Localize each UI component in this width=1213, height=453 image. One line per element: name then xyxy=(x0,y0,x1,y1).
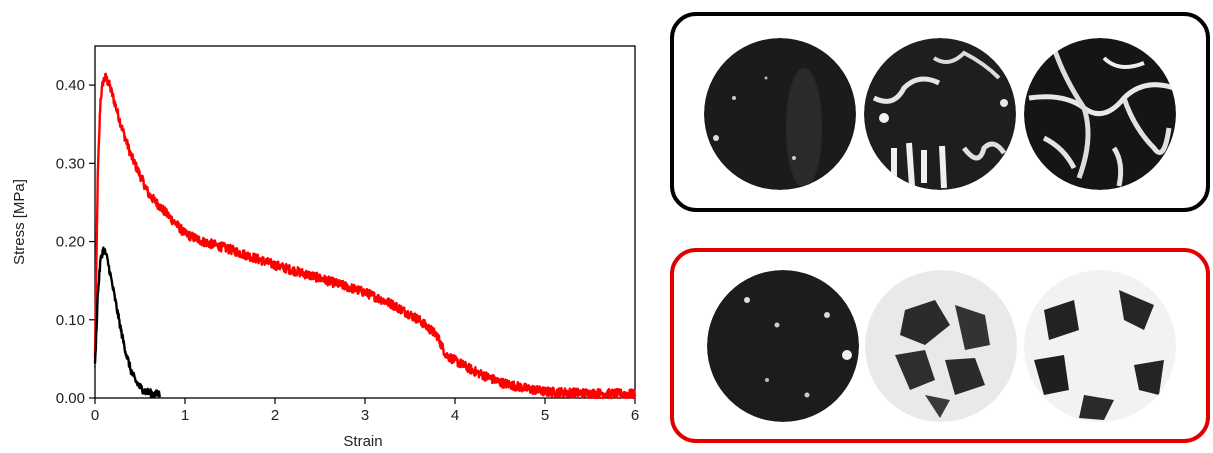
red-sample-photo-2 xyxy=(865,270,1017,422)
series-1-point xyxy=(418,318,420,321)
series-2-point xyxy=(139,386,141,388)
series-line-2 xyxy=(93,246,161,399)
series-1-point xyxy=(108,84,111,86)
stress-strain-chart: 0 1 2 3 4 5 6 0.00 0.10 0.20 0.30 0.40 Strain Stre… xyxy=(11,45,639,450)
series-1-point xyxy=(436,334,438,337)
series-1-point xyxy=(454,359,456,362)
series-1-point xyxy=(391,303,393,305)
series-1-point xyxy=(130,154,132,157)
series-line-1 xyxy=(93,72,637,400)
series-1-point xyxy=(202,240,204,243)
series-2-point xyxy=(121,334,123,337)
series-2-point xyxy=(134,379,137,382)
series-1-point xyxy=(634,393,636,395)
y-tick-label: 0.40 xyxy=(56,77,85,94)
series-1-point xyxy=(96,178,99,180)
series-1-point xyxy=(148,193,150,196)
x-tick-label: 5 xyxy=(541,407,549,424)
series-layer xyxy=(93,72,637,400)
black-sample-photo-3 xyxy=(1024,38,1176,190)
red-sample-image-panel xyxy=(670,248,1210,443)
y-axis: 0.00 0.10 0.20 0.30 0.40 xyxy=(56,77,95,407)
series-1-point xyxy=(229,248,231,251)
series-2-point xyxy=(94,365,96,368)
x-tick-label: 1 xyxy=(181,407,189,424)
series-1-point xyxy=(499,381,501,384)
x-tick-label: 0 xyxy=(91,407,99,424)
series-1-point xyxy=(166,213,168,215)
series-2-point xyxy=(99,260,102,262)
x-tick-label: 6 xyxy=(631,407,639,424)
y-tick-label: 0.20 xyxy=(56,234,85,251)
series-2-point xyxy=(159,393,161,395)
series-1-point xyxy=(184,232,186,235)
series-1-point xyxy=(102,80,104,82)
black-sample-photo-1 xyxy=(704,38,856,190)
series-1-point xyxy=(445,354,447,356)
series-2-point xyxy=(107,264,110,266)
series-2-point xyxy=(152,393,155,395)
series-2-point xyxy=(130,369,132,372)
series-2-point xyxy=(148,391,150,394)
series-2-point xyxy=(102,248,104,251)
series-1-point xyxy=(274,264,276,266)
series-1-point xyxy=(319,277,321,280)
series-2-point xyxy=(96,295,99,298)
red-sample-photo-1 xyxy=(707,270,859,422)
x-tick-label: 3 xyxy=(361,407,369,424)
x-axis: 0 1 2 3 4 5 6 xyxy=(91,398,639,424)
series-1-point xyxy=(99,99,102,102)
x-tick-label: 4 xyxy=(451,407,459,424)
series-1-point xyxy=(526,387,528,390)
y-tick-label: 0.10 xyxy=(56,312,85,329)
series-1-point xyxy=(589,392,591,395)
series-1-point xyxy=(105,76,107,79)
black-sample-photo-2 xyxy=(864,38,1016,190)
series-2-point xyxy=(112,287,114,290)
y-tick-label: 0.30 xyxy=(56,155,85,172)
series-2-point xyxy=(116,311,119,313)
series-1-point xyxy=(121,127,123,129)
x-tick-label: 2 xyxy=(271,407,279,424)
series-1-point xyxy=(544,390,546,393)
y-tick-label: 0.00 xyxy=(56,390,85,407)
x-axis-title: Strain xyxy=(343,433,382,450)
series-2-point xyxy=(105,252,107,255)
black-sample-image-panel xyxy=(670,12,1210,212)
series-1-point xyxy=(139,174,141,176)
series-1-point xyxy=(472,369,474,372)
series-1-point xyxy=(364,291,366,294)
series-2-point xyxy=(143,390,146,392)
y-axis-title: Stress [MPa] xyxy=(11,179,28,265)
series-1-point xyxy=(112,96,114,98)
series-2-point xyxy=(125,354,128,356)
red-sample-photo-3 xyxy=(1024,270,1176,422)
